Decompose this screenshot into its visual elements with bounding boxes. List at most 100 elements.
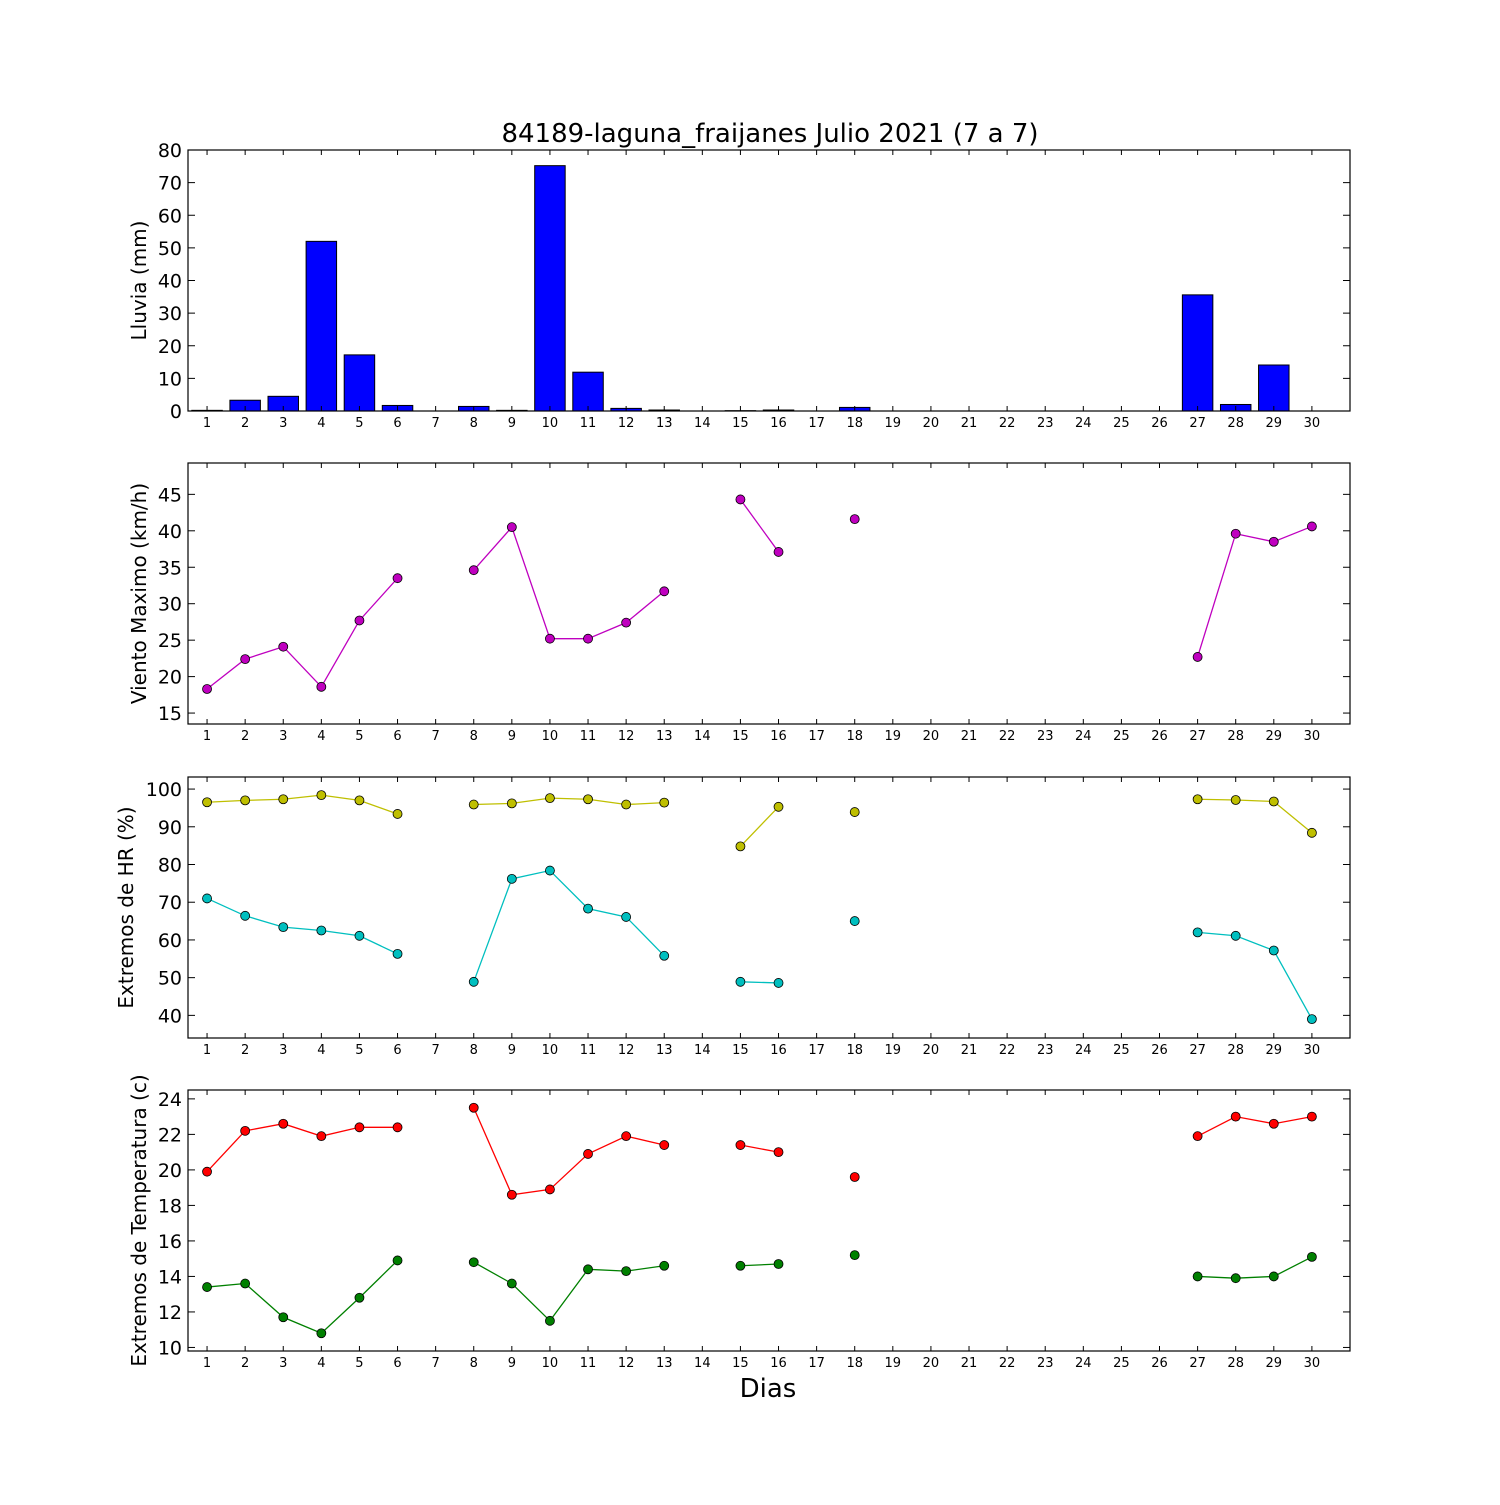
series-2-point-day-30 [1307,1252,1316,1261]
x-tick-label: 28 [1227,1356,1244,1371]
series-1-point-day-28 [1231,796,1240,805]
series-2-point-day-27 [1193,1272,1202,1281]
x-tick-label: 20 [923,1356,940,1371]
series-1-point-day-8 [469,566,478,575]
series-2-point-day-28 [1231,931,1240,940]
series-2-point-day-12 [622,1267,631,1276]
x-tick-label: 7 [431,416,439,431]
x-tick-label: 5 [355,729,363,744]
series-1-point-day-10 [545,634,554,643]
x-tick-label: 4 [317,416,325,431]
series-1-point-day-10 [545,794,554,803]
x-tick-label: 22 [999,729,1016,744]
series-2-point-day-8 [469,977,478,986]
y-tick-label: 90 [158,817,182,839]
x-tick-label: 26 [1151,1043,1168,1058]
series-1-line-1 [207,795,397,814]
x-tick-label: 19 [885,1043,902,1058]
x-tick-label: 18 [846,1356,863,1371]
x-tick-label: 25 [1113,729,1130,744]
series-1-line-2 [474,798,664,804]
x-tick-label: 18 [846,416,863,431]
y-tick-label: 70 [158,892,182,914]
series-1-point-day-1 [203,1167,212,1176]
series-1-point-day-9 [507,1190,516,1199]
y-tick-label: 50 [158,968,182,990]
bar-day-29 [1259,365,1289,411]
series-1-point-day-27 [1193,795,1202,804]
x-tick-label: 7 [431,729,439,744]
series-1-point-day-5 [355,796,364,805]
x-tick-label: 26 [1151,729,1168,744]
series-1-line-1 [207,578,397,689]
x-tick-label: 21 [961,1356,978,1371]
x-tick-label: 24 [1075,1043,1092,1058]
series-1-point-day-6 [393,574,402,583]
x-tick-label: 15 [732,1043,749,1058]
y-tick-label: 45 [158,484,182,506]
x-tick-label: 5 [355,1356,363,1371]
x-tick-label: 21 [961,729,978,744]
series-1-point-day-1 [203,798,212,807]
series-1-point-day-5 [355,1123,364,1132]
y-tick-label: 40 [158,271,182,293]
x-tick-label: 16 [770,729,787,744]
series-1-point-day-6 [393,1123,402,1132]
x-tick-label: 4 [317,1043,325,1058]
x-tick-label: 22 [999,1356,1016,1371]
series-2-point-day-2 [241,1279,250,1288]
x-tick-label: 25 [1113,1043,1130,1058]
x-tick-label: 19 [885,416,902,431]
y-tick-label: 0 [170,401,182,423]
x-tick-label: 30 [1304,1043,1321,1058]
y-tick-label: 20 [158,667,182,689]
series-2-point-day-27 [1193,928,1202,937]
x-tick-label: 17 [808,1043,825,1058]
x-tick-label: 20 [923,1043,940,1058]
series-2-point-day-29 [1269,946,1278,955]
series-2-point-day-11 [584,1265,593,1274]
series-2-point-day-13 [660,1261,669,1270]
x-tick-label: 8 [470,729,478,744]
series-2-point-day-11 [584,904,593,913]
series-2-point-day-16 [774,978,783,987]
x-tick-label: 4 [317,729,325,744]
x-tick-label: 27 [1189,1043,1206,1058]
x-tick-label: 28 [1227,1043,1244,1058]
x-tick-label: 28 [1227,416,1244,431]
series-2-point-day-16 [774,1260,783,1269]
series-1-line-12 [1198,799,1312,833]
x-tick-label: 14 [694,1356,711,1371]
x-tick-label: 8 [470,1043,478,1058]
y-tick-label: 16 [158,1231,182,1253]
x-tick-label: 15 [732,729,749,744]
y-axis-label: Viento Maximo (km/h) [127,483,151,704]
x-tick-label: 12 [618,1043,635,1058]
x-tick-label: 1 [203,729,211,744]
x-tick-label: 3 [279,729,287,744]
series-2-line-2 [474,1262,664,1321]
series-2-point-day-10 [545,866,554,875]
x-tick-label: 3 [279,416,287,431]
series-1-point-day-18 [850,1173,859,1182]
x-tick-label: 6 [393,729,401,744]
x-tick-label: 16 [770,416,787,431]
y-tick-label: 20 [158,336,182,358]
x-tick-label: 23 [1037,1043,1054,1058]
series-1-point-day-28 [1231,1112,1240,1121]
series-1-point-day-4 [317,682,326,691]
series-2-line-1 [207,1260,397,1333]
x-tick-label: 20 [923,729,940,744]
x-tick-label: 8 [470,1356,478,1371]
chart-title: 84189-laguna_fraijanes Julio 2021 (7 a 7… [501,119,1038,149]
series-1-point-day-3 [279,642,288,651]
x-tick-label: 8 [470,416,478,431]
series-1-point-day-9 [507,523,516,532]
series-2-line-3 [740,982,778,983]
x-tick-label: 27 [1189,1356,1206,1371]
series-1-point-day-28 [1231,529,1240,538]
x-tick-label: 26 [1151,1356,1168,1371]
